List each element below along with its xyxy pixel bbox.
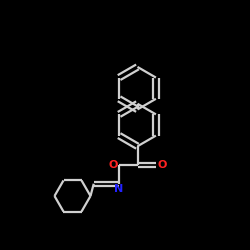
Text: O: O xyxy=(157,160,166,170)
Text: N: N xyxy=(114,184,124,194)
Text: O: O xyxy=(108,160,118,170)
